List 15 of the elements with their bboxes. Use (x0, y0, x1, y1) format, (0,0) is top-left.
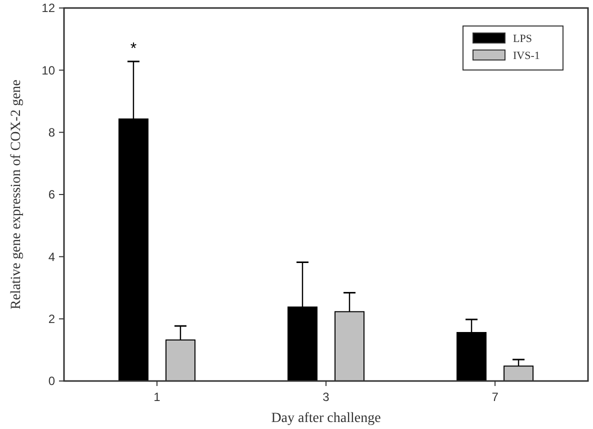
legend-label: LPS (513, 32, 532, 45)
x-tick-label: 1 (154, 390, 161, 404)
legend-label: IVS-1 (513, 50, 540, 62)
y-tick-label: 2 (48, 312, 56, 326)
y-axis-title: Relative gene expression of COX-2 gene (9, 80, 24, 310)
y-tick-label: 4 (48, 250, 56, 264)
y-tick-label: 10 (42, 63, 56, 78)
y-tick-label: 8 (48, 126, 56, 140)
x-axis-title: Day after challenge (271, 411, 381, 426)
y-tick-label: 12 (42, 1, 56, 16)
y-tick-label: 0 (48, 374, 56, 388)
x-tick-label: 3 (322, 390, 330, 404)
annotation: * (130, 40, 137, 58)
y-tick-label: 6 (48, 188, 56, 202)
x-tick-label: 7 (492, 390, 499, 404)
